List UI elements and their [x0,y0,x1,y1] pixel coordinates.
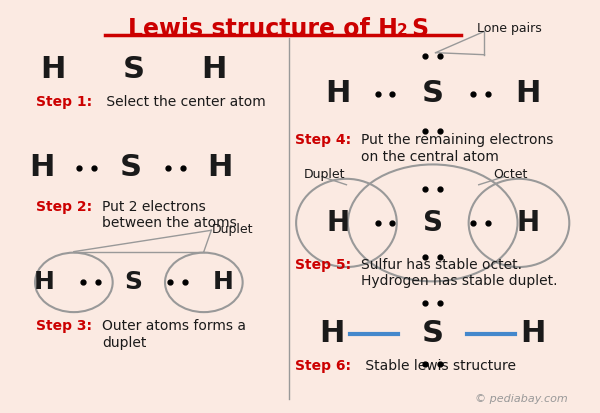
Text: Sulfur has stable octet.
Hydrogen has stable duplet.: Sulfur has stable octet. Hydrogen has st… [361,258,557,288]
Text: Step 1:: Step 1: [36,95,92,109]
Text: H: H [325,79,350,108]
Text: Step 2:: Step 2: [36,200,92,214]
Text: S: S [125,271,143,294]
Text: H: H [207,153,233,182]
Text: H: H [29,153,55,182]
Text: Step 4:: Step 4: [295,133,351,147]
Text: S: S [422,79,444,108]
Text: Duplet: Duplet [211,223,253,235]
Text: 2: 2 [397,23,408,38]
Text: Lewis structure of H: Lewis structure of H [128,17,398,41]
Text: Duplet: Duplet [304,168,345,181]
Text: Octet: Octet [493,168,527,181]
Text: H: H [212,271,233,294]
Text: H: H [319,319,345,348]
Text: © pediabay.com: © pediabay.com [475,394,568,404]
Text: H: H [34,271,55,294]
Text: S: S [422,319,444,348]
Text: Outer atoms forms a
duplet: Outer atoms forms a duplet [102,319,246,349]
Text: Step 5:: Step 5: [295,258,351,272]
Text: S: S [411,17,428,41]
Text: Put the remaining electrons
on the central atom: Put the remaining electrons on the centr… [361,133,553,164]
Text: Lone pairs: Lone pairs [477,21,542,35]
Text: H: H [521,319,546,348]
Text: S: S [120,153,142,182]
Text: Step 3:: Step 3: [36,319,92,333]
Text: H: H [326,209,349,237]
Text: H: H [40,55,66,83]
Text: H: H [202,55,227,83]
Text: Step 6:: Step 6: [295,358,350,373]
Text: S: S [423,209,443,237]
Text: Put 2 electrons
between the atoms: Put 2 electrons between the atoms [102,200,237,230]
Text: Select the center atom: Select the center atom [102,95,266,109]
Text: H: H [515,79,540,108]
Text: H: H [516,209,539,237]
Text: Stable lewis structure: Stable lewis structure [361,358,516,373]
Text: S: S [122,55,145,83]
